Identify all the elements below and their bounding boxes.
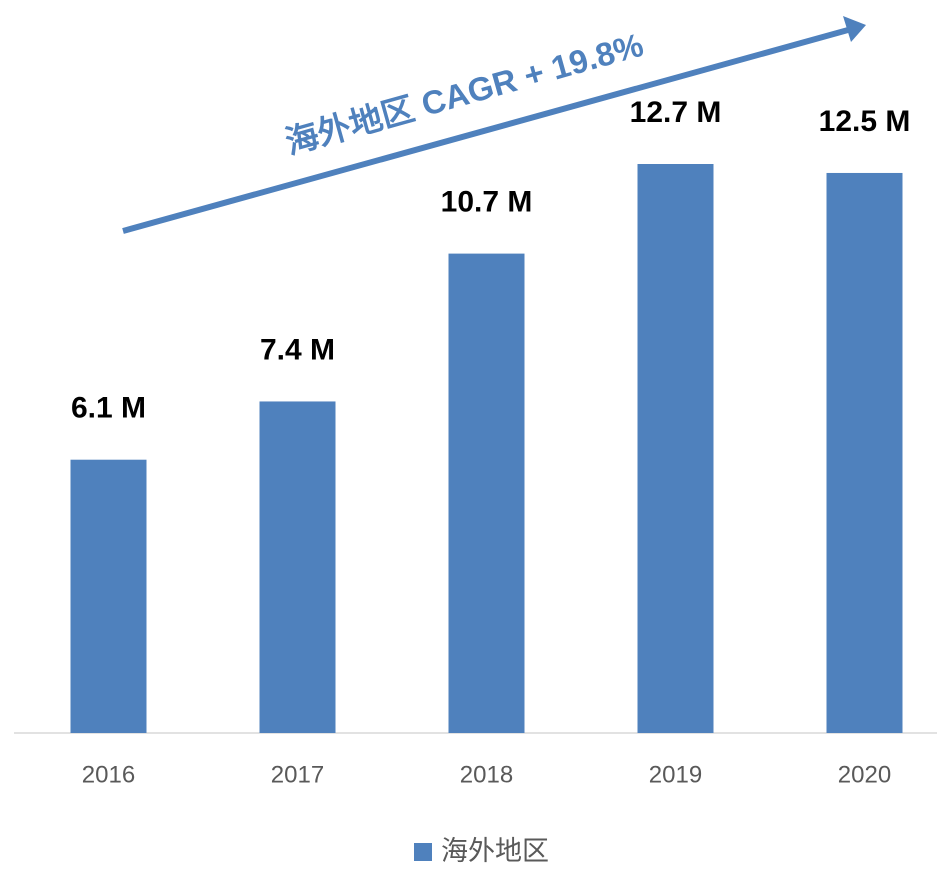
x-tick-label: 2020 — [838, 761, 891, 788]
bar — [826, 172, 903, 733]
x-tick-label: 2019 — [649, 761, 702, 788]
bar — [448, 253, 525, 733]
trend-arrow — [122, 27, 849, 234]
annotation: 海外地区 CAGR + 19.8% — [281, 26, 647, 161]
value-label: 10.7 M — [441, 186, 533, 219]
arrow-head — [843, 16, 866, 42]
value-label: 12.5 M — [819, 105, 911, 138]
value-label: 6.1 M — [71, 392, 146, 425]
legend-label: 海外地区 — [441, 836, 549, 866]
bar — [70, 459, 147, 733]
bar — [637, 164, 714, 733]
x-tick-label: 2018 — [460, 761, 513, 788]
legend-swatch — [414, 843, 432, 861]
bar — [259, 401, 336, 733]
value-label: 7.4 M — [260, 333, 335, 366]
value-label: 12.7 M — [630, 96, 722, 129]
x-tick-label: 2016 — [82, 761, 135, 788]
x-tick-label: 2017 — [271, 761, 324, 788]
